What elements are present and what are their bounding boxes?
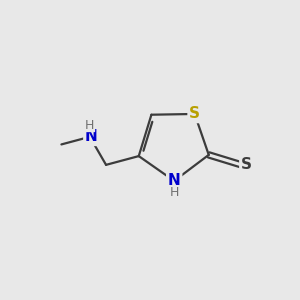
Text: S: S xyxy=(241,157,252,172)
Text: H: H xyxy=(85,118,94,131)
Text: H: H xyxy=(169,186,179,199)
Text: N: N xyxy=(85,129,98,144)
Text: N: N xyxy=(168,173,181,188)
Text: S: S xyxy=(189,106,200,122)
